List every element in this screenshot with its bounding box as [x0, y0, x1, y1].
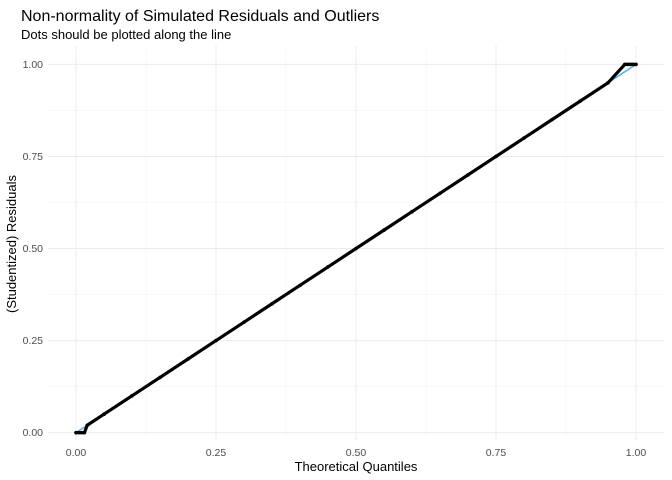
- residual-point: [522, 136, 526, 140]
- x-tick-label: 0.00: [66, 447, 87, 459]
- residual-point: [214, 338, 218, 343]
- residual-point: [466, 173, 470, 177]
- residual-point: [79, 430, 84, 435]
- residual-point: [631, 62, 635, 67]
- y-tick-label: 0.50: [23, 243, 44, 255]
- residual-point: [242, 320, 246, 324]
- residual-point: [130, 394, 134, 398]
- chart-subtitle: Dots should be plotted along the line: [21, 27, 231, 42]
- residual-point: [494, 154, 498, 159]
- residual-point: [158, 375, 162, 380]
- major-gridlines: [48, 46, 664, 440]
- residual-point: [74, 430, 78, 435]
- chart-title: Non-normality of Simulated Residuals and…: [21, 8, 379, 25]
- residual-point: [438, 191, 442, 196]
- x-tick-label: 0.50: [346, 447, 367, 459]
- residual-point: [85, 423, 89, 428]
- x-tick-labels: 0.00 0.25 0.50 0.75 1.00: [66, 447, 647, 459]
- residual-point: [326, 265, 330, 269]
- residual-point: [623, 62, 627, 67]
- residual-point: [382, 228, 386, 232]
- y-tick-label: 1.00: [23, 59, 44, 71]
- x-tick-label: 1.00: [626, 447, 647, 459]
- residual-point: [410, 209, 414, 214]
- residual-point: [550, 117, 554, 122]
- residual-point: [628, 62, 633, 67]
- data-points-layer: [74, 62, 638, 435]
- x-tick-label: 0.25: [206, 447, 227, 459]
- residual-point: [606, 81, 610, 85]
- x-axis-title: Theoretical Quantiles: [295, 459, 418, 474]
- residual-point: [102, 412, 106, 417]
- residual-point: [578, 99, 582, 104]
- y-axis-title: (Studentized) Residuals: [4, 174, 19, 313]
- residual-point: [354, 246, 358, 251]
- y-tick-label: 0.00: [23, 427, 44, 439]
- residual-point: [186, 357, 190, 361]
- residual-point: [77, 430, 81, 435]
- residual-point: [82, 430, 87, 435]
- residual-point: [625, 62, 630, 67]
- residual-point: [270, 301, 274, 306]
- y-tick-labels: 0.00 0.25 0.50 0.75 1.00: [23, 59, 44, 439]
- x-tick-label: 0.75: [486, 447, 507, 459]
- y-tick-label: 0.75: [23, 151, 44, 163]
- y-tick-label: 0.25: [23, 335, 44, 347]
- residual-point: [634, 62, 638, 67]
- residual-point: [298, 283, 302, 288]
